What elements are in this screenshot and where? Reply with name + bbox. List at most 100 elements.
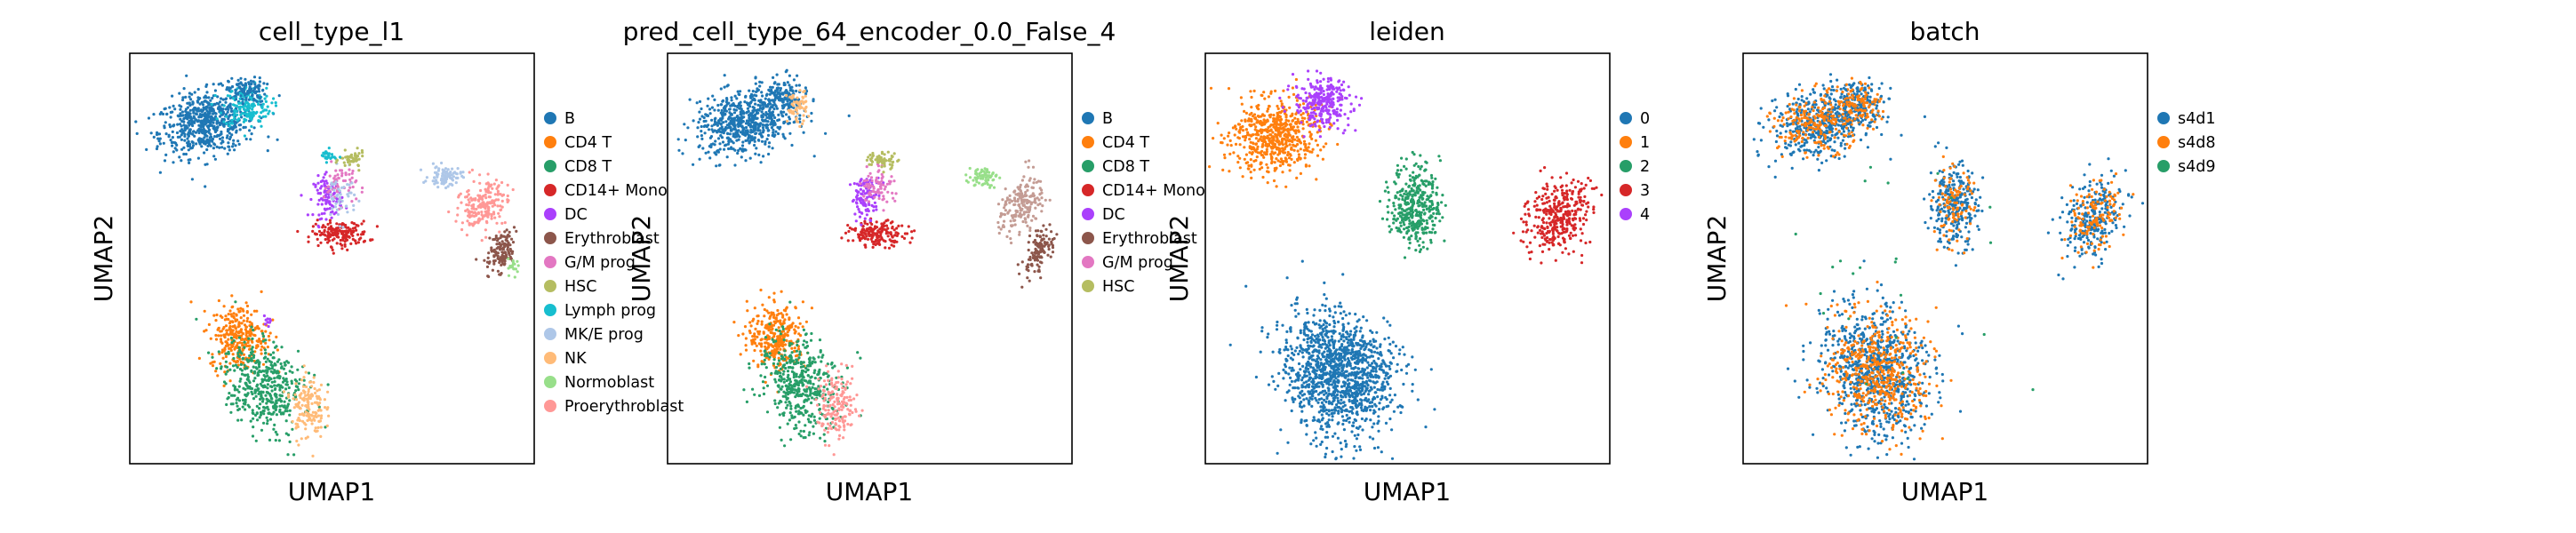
point-cluster-0 <box>194 131 198 134</box>
point-cluster-0 <box>198 102 202 106</box>
point-cluster-0 <box>171 130 174 133</box>
legend-label: MK/E prog <box>564 326 644 344</box>
point-cluster-3 <box>864 232 868 235</box>
point-cluster-1 <box>226 94 229 98</box>
point-cluster-5 <box>347 189 350 193</box>
point-cluster-15 <box>287 393 291 396</box>
point-cluster-11 <box>504 238 508 242</box>
point-cluster-10 <box>759 349 763 353</box>
point-cluster-3 <box>907 225 910 228</box>
point-cluster-5 <box>322 195 325 199</box>
point-cluster-10 <box>744 348 748 352</box>
point-cluster-5 <box>348 178 352 181</box>
point-cluster-14 <box>237 355 241 359</box>
point-cluster-9 <box>1034 258 1037 261</box>
point-cluster-9 <box>1051 237 1054 242</box>
point-cluster-11 <box>812 357 816 361</box>
point-cluster-1 <box>796 74 799 77</box>
point-cluster-0 <box>237 142 241 146</box>
point-cluster-10 <box>786 325 789 329</box>
point-cluster-11 <box>508 247 512 251</box>
point-cluster-3 <box>375 225 379 228</box>
point-cluster-0 <box>204 96 208 99</box>
point-cluster-0 <box>226 106 229 109</box>
point-cluster-3 <box>322 233 325 236</box>
point-cluster-0 <box>738 92 741 97</box>
point-cluster-8 <box>1003 219 1006 223</box>
point-cluster-4 <box>316 188 319 192</box>
point-cluster-2 <box>795 108 799 112</box>
point-cluster-6 <box>334 180 338 184</box>
point-cluster-8 <box>1048 198 1052 202</box>
point-cluster-6 <box>336 212 340 216</box>
legend-label: B <box>564 110 575 128</box>
point-cluster-0 <box>183 129 187 132</box>
point-cluster-14 <box>241 405 244 409</box>
point-cluster-0 <box>204 111 207 115</box>
point-cluster-8 <box>1018 233 1021 236</box>
point-cluster-0 <box>206 115 210 119</box>
point-cluster-11 <box>790 351 794 354</box>
point-cluster-0 <box>178 135 181 139</box>
point-cluster-0 <box>178 91 181 95</box>
point-cluster-2 <box>259 95 262 99</box>
point-cluster-11 <box>492 238 495 242</box>
point-cluster-8 <box>1020 179 1024 182</box>
point-cluster-6 <box>348 183 351 187</box>
point-cluster-11 <box>804 332 808 336</box>
point-cluster-15 <box>312 380 316 385</box>
point-cluster-11 <box>783 444 787 448</box>
point-cluster-3 <box>857 234 860 237</box>
point-cluster-11 <box>511 250 515 253</box>
point-cluster-0 <box>152 113 156 116</box>
point-cluster-3 <box>847 229 851 234</box>
point-cluster-9 <box>440 161 444 165</box>
point-cluster-0 <box>158 142 162 146</box>
point-cluster-11 <box>856 351 860 354</box>
point-cluster-9 <box>446 168 450 171</box>
point-cluster-10 <box>753 348 756 353</box>
point-cluster-3 <box>359 236 363 240</box>
point-cluster-0 <box>760 110 764 114</box>
point-cluster-2 <box>785 119 789 123</box>
point-cluster-8 <box>1019 189 1023 193</box>
point-cluster-2 <box>252 76 257 79</box>
point-cluster-14 <box>260 400 265 403</box>
point-cluster-0 <box>226 110 229 114</box>
point-cluster-3 <box>349 242 353 245</box>
point-cluster-1 <box>230 118 234 122</box>
point-cluster-6 <box>330 181 333 185</box>
point-cluster-13 <box>246 316 250 320</box>
point-cluster-11 <box>796 381 800 385</box>
point-cluster-13 <box>232 314 236 318</box>
point-cluster-0 <box>698 110 701 114</box>
point-cluster-0 <box>180 147 184 151</box>
point-cluster-14 <box>225 365 229 369</box>
point-cluster-0 <box>688 98 692 101</box>
point-cluster-0 <box>773 115 777 120</box>
point-cluster-0 <box>203 151 206 155</box>
point-cluster-0 <box>203 106 206 110</box>
point-cluster-0 <box>737 138 740 141</box>
point-cluster-15 <box>313 401 317 404</box>
point-cluster-0 <box>788 131 792 135</box>
point-cluster-14 <box>228 368 232 371</box>
point-cluster-9 <box>436 186 440 189</box>
point-cluster-10 <box>746 309 749 313</box>
point-cluster-9 <box>448 182 452 186</box>
point-cluster-1 <box>251 107 254 111</box>
point-cluster-8 <box>996 203 1001 206</box>
point-cluster-10 <box>760 338 764 341</box>
point-cluster-0 <box>188 158 192 162</box>
point-cluster-3 <box>875 226 879 229</box>
point-cluster-2 <box>803 89 806 93</box>
point-cluster-0 <box>188 108 192 112</box>
point-cluster-13 <box>224 354 228 359</box>
point-cluster-1 <box>771 85 774 89</box>
point-cluster-7 <box>968 166 972 171</box>
point-cluster-1 <box>236 118 239 122</box>
point-cluster-0 <box>729 147 733 150</box>
point-cluster-14 <box>245 378 249 381</box>
point-cluster-0 <box>764 123 767 127</box>
point-cluster-0 <box>727 147 731 151</box>
